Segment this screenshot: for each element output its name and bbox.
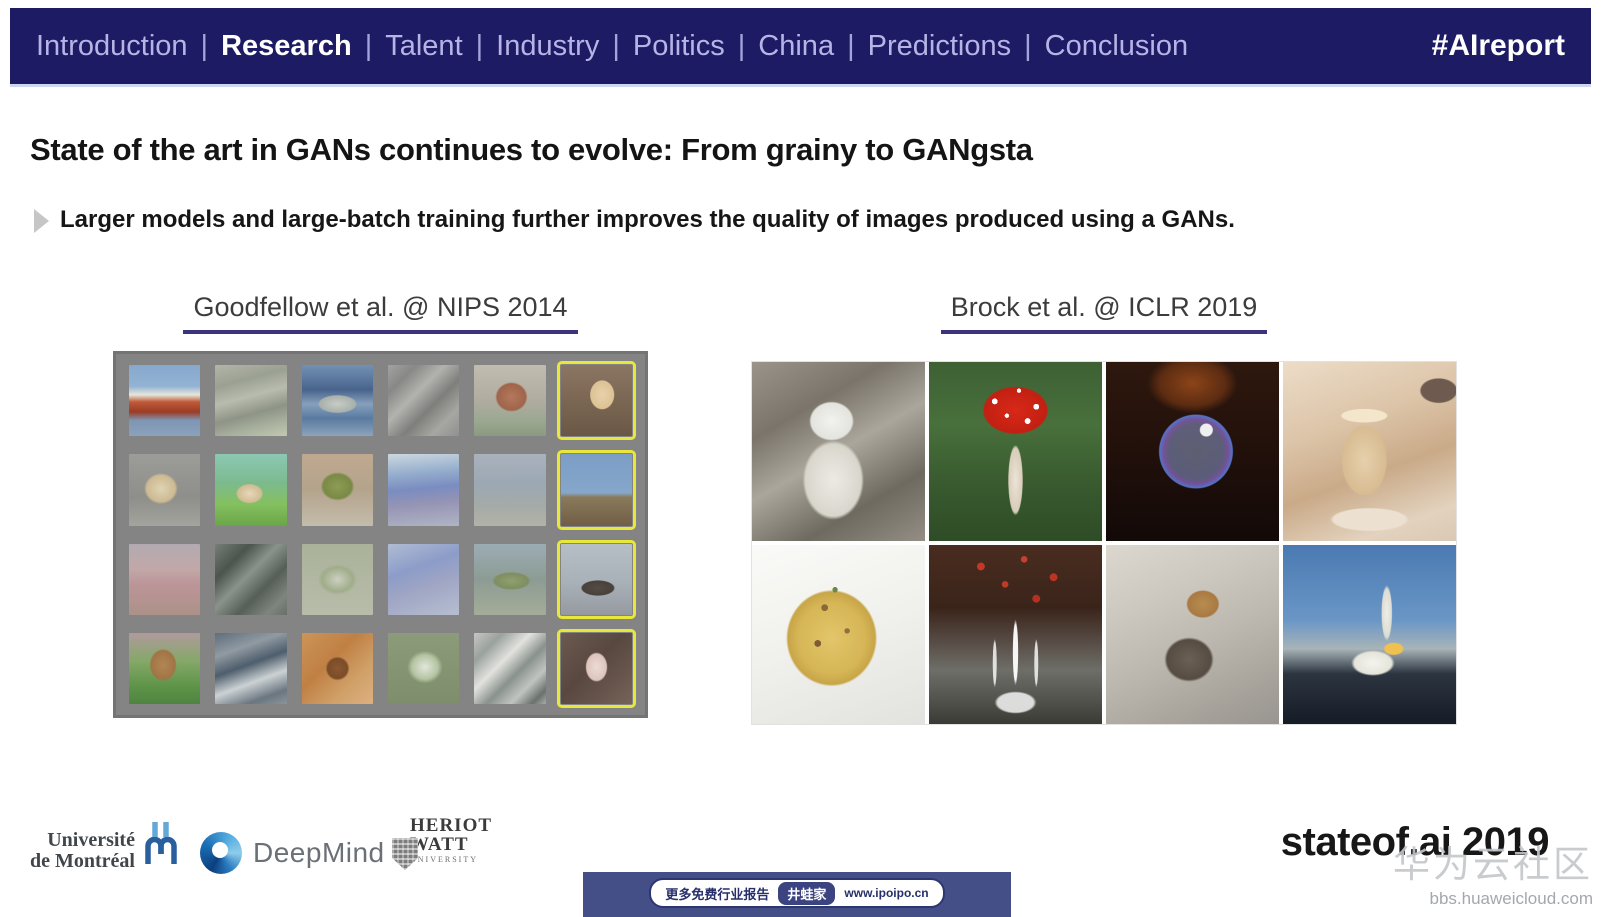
gan-sample-image	[301, 454, 373, 526]
gan-sample-image	[215, 543, 287, 615]
udem-line1: Université	[47, 829, 135, 851]
nav-group: Introduction |	[36, 30, 221, 63]
banner-text: 更多免费行业报告	[665, 886, 770, 902]
heriot-line3: UNIVERSITY	[410, 855, 478, 864]
heriot-line1: HERIOT	[410, 815, 493, 836]
nav-bar: Introduction | Research | Talent | Indus…	[10, 8, 1591, 84]
nav-group: Research |	[221, 30, 385, 63]
biggan-sample-image	[1106, 362, 1279, 541]
biggan-sample-image	[752, 362, 925, 541]
nav-item[interactable]: Research	[221, 29, 352, 62]
bullet-arrow-icon	[34, 209, 49, 233]
heriot-line2: WATT	[410, 834, 469, 855]
gan-samples-2014-grid	[113, 351, 648, 718]
nav-hashtag: #AIreport	[1431, 29, 1565, 62]
nav-group: Talent |	[385, 30, 496, 63]
deepmind-logo-icon	[200, 832, 242, 874]
nav-item[interactable]: Talent	[385, 29, 463, 62]
nav-separator: |	[612, 29, 620, 62]
gan-sample-image	[474, 543, 546, 615]
gan-sample-image	[556, 539, 637, 619]
universite-de-montreal-logo: Université de Montréal	[30, 818, 179, 872]
nav-item[interactable]: China	[758, 29, 835, 62]
heriot-watt-logo-text: HERIOT WATT UNIVERSITY	[410, 816, 492, 870]
bullet-row: Larger models and large-batch training f…	[34, 206, 1460, 234]
nav-group: Predictions |	[868, 30, 1045, 63]
nav-item[interactable]: Introduction	[36, 29, 188, 62]
heriot-watt-logo: HERIOT WATT UNIVERSITY	[392, 816, 492, 870]
udem-logo-text: Université de Montréal	[30, 830, 135, 872]
right-figure-caption: Brock et al. @ ICLR 2019	[940, 292, 1268, 334]
gan-sample-image	[301, 365, 373, 437]
biggan-sample-image	[1283, 362, 1456, 541]
gan-sample-image	[556, 450, 637, 530]
nav-group: China |	[758, 30, 867, 63]
gan-sample-image	[215, 365, 287, 437]
gan-sample-image	[474, 454, 546, 526]
deepmind-logo: DeepMind	[200, 832, 385, 874]
gan-sample-image	[474, 365, 546, 437]
gan-sample-image	[301, 543, 373, 615]
bullet-text: Larger models and large-batch training f…	[60, 206, 1235, 233]
biggan-sample-image	[752, 545, 925, 724]
nav-separator: |	[1024, 29, 1032, 62]
page-title: State of the art in GANs continues to ev…	[30, 132, 1033, 167]
gan-sample-image	[388, 632, 460, 704]
gan-sample-image	[556, 628, 637, 709]
nav-group: Industry |	[496, 30, 633, 63]
gan-sample-image	[129, 454, 201, 526]
biggan-samples-2019-grid	[751, 361, 1457, 725]
gan-sample-image	[388, 543, 460, 615]
gan-sample-image	[215, 454, 287, 526]
gan-sample-image	[129, 365, 201, 437]
udem-logo-icon	[145, 822, 177, 864]
banner-url[interactable]: www.ipoipo.cn	[844, 886, 929, 900]
deepmind-logo-text: DeepMind	[253, 837, 385, 868]
biggan-sample-image	[929, 362, 1102, 541]
nav-separator: |	[364, 29, 373, 62]
nav-separator: |	[847, 29, 855, 62]
biggan-sample-image	[1283, 545, 1456, 724]
nav-separator: |	[737, 29, 746, 62]
nav-menu: Introduction | Research | Talent | Indus…	[36, 30, 1188, 63]
gan-sample-image	[215, 632, 287, 704]
nav-item[interactable]: Industry	[496, 29, 600, 62]
ipoipo-banner: 更多免费行业报告 井蛙家 www.ipoipo.cn	[583, 872, 1011, 917]
gan-sample-image	[388, 365, 460, 437]
gan-sample-image	[556, 360, 637, 441]
left-figure-caption: Goodfellow et al. @ NIPS 2014	[183, 292, 578, 334]
nav-group: Politics |	[633, 30, 758, 63]
gan-sample-image	[129, 632, 201, 704]
biggan-sample-image	[1106, 545, 1279, 724]
watermark-url-text: bbs.huaweicloud.com	[1429, 889, 1593, 908]
biggan-sample-image	[929, 545, 1102, 724]
nav-item[interactable]: Predictions	[867, 29, 1012, 62]
udem-line2: de Montréal	[30, 850, 135, 872]
gan-sample-image	[301, 632, 373, 704]
nav-group: Conclusion |	[1045, 30, 1188, 63]
banner-badge: 井蛙家	[778, 881, 836, 905]
gan-sample-image	[129, 543, 201, 615]
ipoipo-banner-pill: 更多免费行业报告 井蛙家 www.ipoipo.cn	[649, 878, 945, 908]
left-figure-caption-wrap: Goodfellow et al. @ NIPS 2014	[113, 292, 648, 334]
nav-separator: |	[200, 29, 209, 62]
nav-item[interactable]: Conclusion	[1044, 29, 1189, 62]
stateofai-branding: stateof.ai 2019	[1280, 820, 1550, 864]
nav-item[interactable]: Politics	[632, 29, 725, 62]
right-figure-caption-wrap: Brock et al. @ ICLR 2019	[752, 292, 1456, 334]
nav-separator: |	[475, 29, 484, 62]
gan-sample-image	[388, 454, 460, 526]
gan-sample-image	[474, 632, 546, 704]
